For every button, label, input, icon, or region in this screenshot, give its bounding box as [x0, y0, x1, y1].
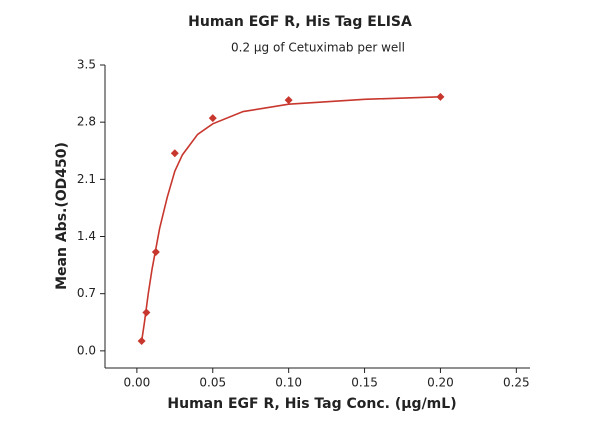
chart-title: Human EGF R, His Tag ELISA	[188, 14, 412, 30]
x-tick-label: 0.25	[503, 376, 530, 390]
y-tick-label: 0.7	[77, 286, 96, 300]
y-axis-title: Mean Abs.(OD450)	[54, 142, 70, 290]
x-tick-label: 0.05	[199, 376, 226, 390]
data-point	[151, 248, 160, 257]
x-tick-label: 0.10	[275, 376, 302, 390]
x-axis-title: Human EGF R, His Tag Conc. (μg/mL)	[167, 396, 456, 412]
y-tick-label: 3.5	[77, 58, 96, 72]
x-tick-label: 0.20	[427, 376, 454, 390]
data-point	[208, 114, 217, 123]
y-tick-label: 1.4	[77, 229, 96, 243]
data-point	[142, 308, 151, 317]
chart-subtitle: 0.2 μg of Cetuximab per well	[231, 41, 405, 55]
x-tick-label: 0.15	[351, 376, 378, 390]
data-point	[284, 96, 293, 105]
y-tick-label: 2.8	[77, 115, 96, 129]
data-point	[436, 92, 445, 101]
data-point	[170, 149, 179, 158]
fit-curve	[140, 96, 441, 343]
data-point	[137, 337, 146, 346]
y-tick-label: 2.1	[77, 172, 96, 186]
y-tick-label: 0.0	[77, 343, 96, 357]
x-tick-label: 0.00	[124, 376, 151, 390]
